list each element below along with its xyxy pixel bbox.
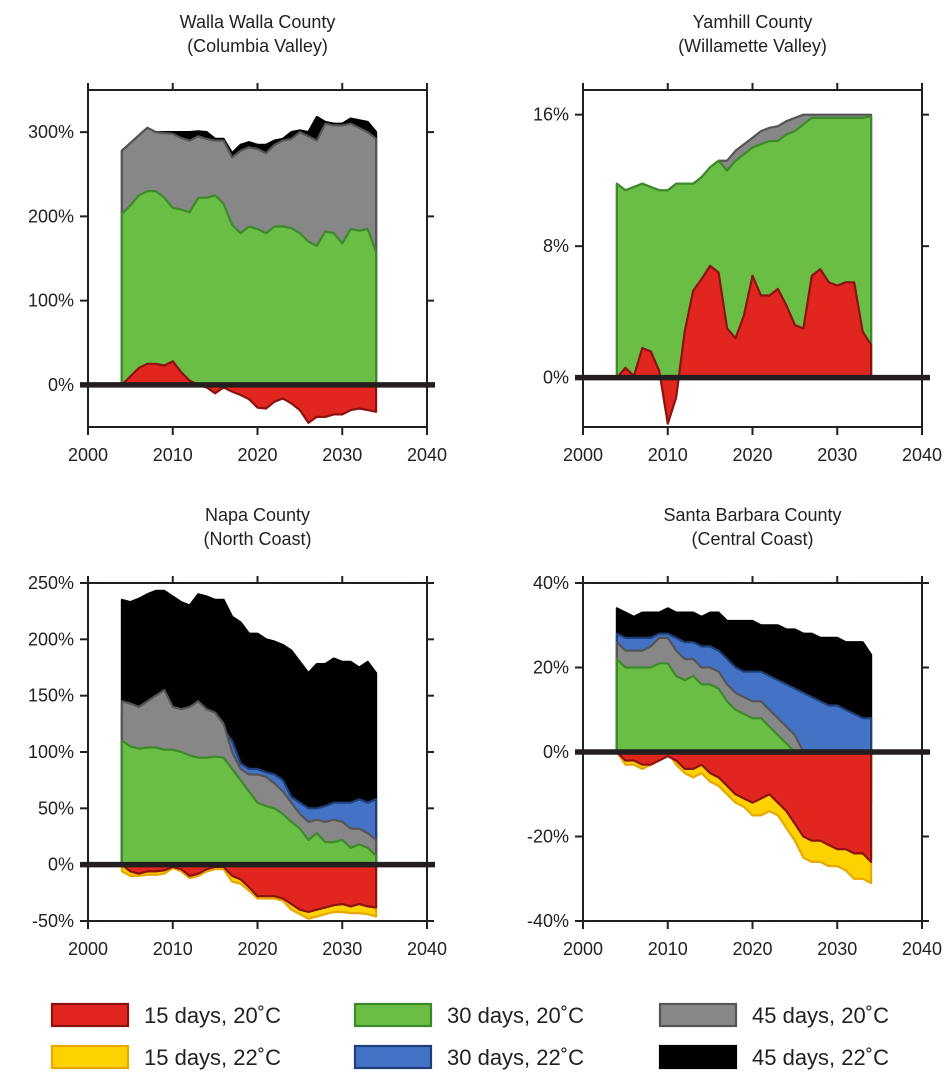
panel-subtitle: (North Coast) (203, 529, 311, 549)
y-tick-label: 300% (28, 122, 74, 142)
x-tick-label: 2010 (648, 939, 688, 959)
x-tick-label: 2020 (732, 445, 772, 465)
x-tick-label: 2010 (648, 445, 688, 465)
y-tick-label: 16% (533, 105, 569, 125)
panel-title: Walla Walla County (180, 12, 336, 32)
legend-item-45-days-20-c: 45 days, 20˚C (658, 1002, 889, 1028)
x-tick-label: 2030 (817, 939, 857, 959)
panel-yamhill-county: Yamhill County (Willamette Valley) 2000 201… (533, 12, 942, 465)
y-tick-label: -50% (32, 911, 74, 931)
series-30-days-20-c (120, 739, 378, 866)
y-tick-label: -20% (527, 827, 569, 847)
legend-swatch (50, 1002, 130, 1028)
legend-swatch (50, 1044, 130, 1070)
x-tick-label: 2030 (817, 445, 857, 465)
legend-item-15-days-22-c: 15 days, 22˚C (50, 1044, 281, 1070)
area-layers (615, 113, 873, 425)
panel-subtitle: (Columbia Valley) (187, 36, 328, 56)
area-layers (120, 589, 378, 920)
y-tick-label: 100% (28, 291, 74, 311)
legend-item-15-days-20-c: 15 days, 20˚C (50, 1002, 281, 1028)
legend-label: 30 days, 22˚C (447, 1045, 584, 1070)
panel-title: Yamhill County (693, 12, 813, 32)
y-tick-label: 0% (48, 375, 74, 395)
x-tick-label: 2020 (237, 445, 277, 465)
legend-label: 15 days, 22˚C (144, 1045, 281, 1070)
legend-label: 15 days, 20˚C (144, 1003, 281, 1028)
y-tick-label: 150% (28, 686, 74, 706)
panel-napa-county: Napa County (North Coast) 2000 2010 2020 2030… (28, 505, 447, 959)
series-15-days-20-c (120, 360, 378, 424)
x-tick-label: 2040 (902, 445, 942, 465)
series-15-days-20-c (615, 264, 873, 425)
x-tick-label: 2020 (237, 939, 277, 959)
series-15-days-20-c (615, 750, 873, 863)
y-tick-label: 200% (28, 206, 74, 226)
legend-swatch (353, 1002, 433, 1028)
y-tick-label: 0% (48, 855, 74, 875)
legend-label: 45 days, 20˚C (752, 1003, 889, 1028)
x-tick-label: 2040 (902, 939, 942, 959)
legend-swatch (353, 1044, 433, 1070)
y-tick-label: 20% (533, 658, 569, 678)
x-tick-label: 2000 (563, 939, 603, 959)
legend-label: 45 days, 22˚C (752, 1045, 889, 1070)
series-30-days-20-c (120, 190, 378, 386)
x-tick-label: 2020 (732, 939, 772, 959)
y-tick-label: 250% (28, 573, 74, 593)
panel-santa-barbara-county: Santa Barbara County (Central Coast) 2000 2… (527, 505, 942, 959)
panels: Walla Walla County (Columbia Valley) 2000 2… (28, 12, 942, 959)
y-tick-label: -40% (527, 911, 569, 931)
x-tick-label: 2040 (407, 939, 447, 959)
series-15-days-20-c (120, 863, 378, 914)
y-tick-label: 0% (543, 742, 569, 762)
y-tick-label: 40% (533, 573, 569, 593)
x-tick-label: 2010 (153, 939, 193, 959)
y-tick-label: 50% (38, 798, 74, 818)
x-tick-label: 2010 (153, 445, 193, 465)
x-tick-label: 2030 (322, 939, 362, 959)
area-layers (615, 607, 873, 885)
legend-label: 30 days, 20˚C (447, 1003, 584, 1028)
x-tick-label: 2000 (68, 445, 108, 465)
panel-subtitle: (Willamette Valley) (678, 36, 827, 56)
y-tick-label: 100% (28, 742, 74, 762)
legend-item-45-days-22-c: 45 days, 22˚C (658, 1044, 889, 1070)
y-tick-label: 8% (543, 236, 569, 256)
y-tick-label: 0% (543, 368, 569, 388)
panel-walla-walla-county: Walla Walla County (Columbia Valley) 2000 2… (28, 12, 447, 465)
x-tick-label: 2000 (68, 939, 108, 959)
y-tick-label: 200% (28, 629, 74, 649)
legend-item-30-days-20-c: 30 days, 20˚C (353, 1002, 584, 1028)
x-tick-label: 2000 (563, 445, 603, 465)
legend-swatch (658, 1002, 738, 1028)
area-layers (120, 115, 378, 424)
panel-title: Napa County (205, 505, 310, 525)
panel-title: Santa Barbara County (663, 505, 841, 525)
legend-swatch (658, 1044, 738, 1070)
x-tick-label: 2040 (407, 445, 447, 465)
legend-item-30-days-22-c: 30 days, 22˚C (353, 1044, 584, 1070)
x-tick-label: 2030 (322, 445, 362, 465)
legend: 15 days, 20˚C 30 days, 20˚C 45 days, 20˚C 1… (50, 1002, 889, 1070)
panel-subtitle: (Central Coast) (691, 529, 813, 549)
